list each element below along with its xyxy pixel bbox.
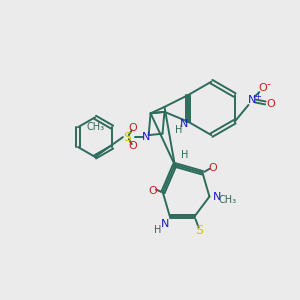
Text: O: O [258,83,267,93]
Text: N: N [180,119,188,129]
Text: CH₃: CH₃ [86,122,104,132]
Text: S: S [196,224,203,237]
Text: H: H [181,150,188,160]
Text: O: O [148,186,157,196]
Text: H: H [154,225,162,235]
Text: CH₃: CH₃ [218,194,236,205]
Text: S: S [123,130,131,144]
Text: O: O [128,141,137,151]
Text: N: N [142,132,150,142]
Text: O: O [266,99,274,109]
Text: -: - [266,79,270,89]
Text: N: N [248,95,256,105]
Text: N: N [161,219,169,229]
Text: N: N [213,192,222,202]
Text: +: + [254,92,261,101]
Text: O: O [128,123,137,133]
Text: O: O [208,163,217,173]
Text: H: H [175,125,182,135]
